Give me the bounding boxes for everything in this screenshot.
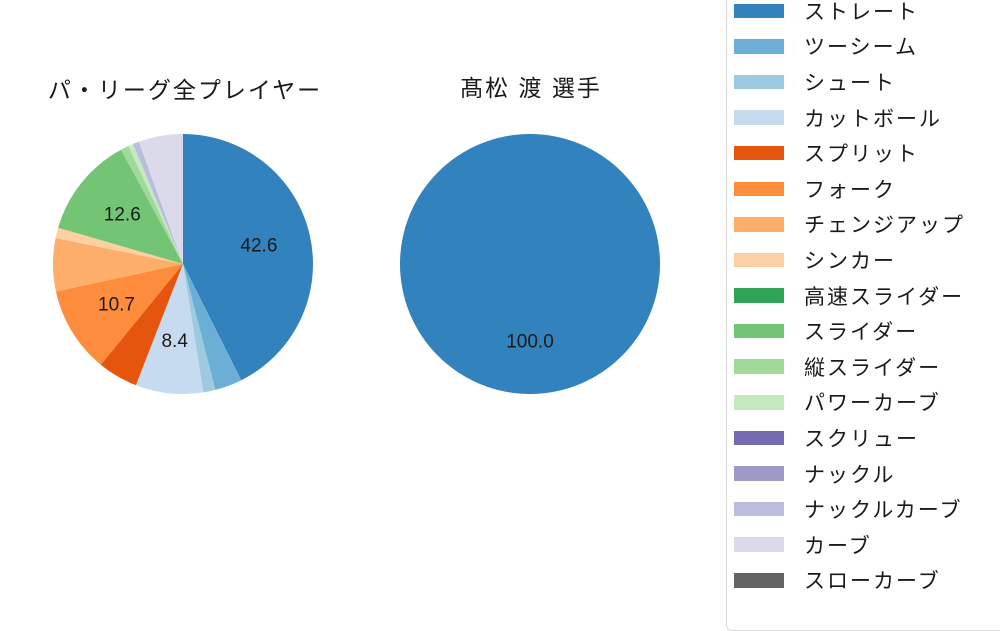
legend-item-label: シンカー: [804, 249, 896, 273]
legend-item-label: スローカーブ: [804, 570, 941, 594]
pie-slice-フォーク: [55, 264, 183, 365]
pie-slice-スプリット: [100, 264, 183, 386]
pie-slice-シュート: [183, 264, 216, 393]
legend-item-label: シュート: [804, 71, 896, 95]
pie-slice-カットボール: [135, 264, 204, 395]
pie-chart-league: 42.6 8.4 10.7 12.6: [53, 134, 314, 395]
legend-item-label: 縦スライダー: [804, 356, 942, 380]
legend-swatch-スクリュー: [734, 430, 784, 446]
pie-slice-縦スライダー: [121, 146, 183, 264]
legend-item-label: カーブ: [804, 534, 872, 558]
pie-value-label-カットボール: 8.4: [161, 331, 188, 352]
pie-slice-ストレート: [183, 134, 314, 381]
pie-slice-ツーシーム: [183, 264, 242, 390]
pie-slice-ストレート: [400, 134, 660, 394]
legend-item-カットボール: カットボール: [727, 100, 1000, 136]
legend-item-label: カットボール: [804, 107, 942, 131]
legend-item-シンカー: シンカー: [727, 242, 1000, 278]
legend-item-label: スプリット: [804, 143, 919, 167]
legend-item-ナックル: ナックル: [727, 456, 1000, 492]
legend-swatch-スライダー: [734, 323, 784, 339]
legend-item-スプリット: スプリット: [727, 135, 1000, 171]
legend-item-label: スライダー: [804, 321, 919, 345]
legend-swatch-パワーカーブ: [734, 395, 784, 410]
pie-slice-シンカー: [55, 227, 184, 264]
legend-item-パワーカーブ: パワーカーブ: [727, 385, 1000, 421]
legend-item-label: スクリュー: [804, 427, 919, 451]
legend-swatch-シンカー: [734, 252, 784, 268]
legend-item-label: ナックル: [804, 463, 896, 487]
legend-item-label: パワーカーブ: [804, 392, 941, 416]
pie-value-label-フォーク: 10.7: [98, 294, 135, 315]
legend-swatch-カーブ: [734, 537, 784, 552]
legend-swatch-フォーク: [734, 181, 784, 197]
legend-swatch-チェンジアップ: [734, 217, 784, 232]
legend-item-スライダー: スライダー: [727, 313, 1000, 349]
pie-slice-スライダー: [58, 149, 183, 264]
legend-swatch-ナックル: [734, 466, 784, 481]
pie-slice-カーブ: [138, 134, 183, 264]
chart-title-player: 髙松 渡 選手: [460, 75, 602, 101]
legend-swatch-カットボール: [734, 110, 784, 125]
legend-swatch-高速スライダー: [734, 288, 784, 303]
pie-value-label-ストレート: 42.6: [240, 236, 277, 257]
legend-swatch-縦スライダー: [734, 359, 784, 374]
legend-swatch-スプリット: [734, 145, 784, 161]
legend: ストレートツーシームシュートカットボール スプリットフォークチェンジアップ シンカー…: [726, 0, 1000, 631]
legend-item-label: フォーク: [804, 178, 896, 202]
legend-swatch-シュート: [734, 74, 784, 90]
legend-item-ツーシーム: ツーシーム: [727, 29, 1000, 65]
legend-item-label: 高速スライダー: [804, 285, 965, 309]
pie-slice-ナックルカーブ: [132, 141, 183, 264]
legend-item-縦スライダー: 縦スライダー: [727, 349, 1000, 385]
legend-item-スクリュー: スクリュー: [727, 420, 1000, 456]
legend-swatch-ナックルカーブ: [734, 501, 784, 517]
chart-title-league: パ・リーグ全プレイヤー: [47, 77, 323, 103]
pie-slice-チェンジアップ: [53, 238, 183, 292]
legend-item-label: ツーシーム: [804, 36, 918, 60]
legend-item-チェンジアップ: チェンジアップ: [727, 207, 1000, 243]
legend-item-label: チェンジアップ: [804, 214, 965, 238]
legend-item-シュート: シュート: [727, 64, 1000, 100]
legend-item-フォーク: フォーク: [727, 171, 1000, 207]
legend-item-スローカーブ: スローカーブ: [727, 563, 1000, 599]
legend-item-label: ナックルカーブ: [804, 499, 963, 523]
legend-item-カーブ: カーブ: [727, 527, 1000, 563]
pie-chart-player: 100.0: [400, 134, 660, 394]
legend-item-ストレート: ストレート: [727, 0, 1000, 29]
pie-value-label-スライダー: 12.6: [104, 205, 141, 226]
legend-item-ナックルカーブ: ナックルカーブ: [727, 491, 1000, 527]
legend-swatch-スローカーブ: [734, 573, 784, 588]
legend-item-高速スライダー: 高速スライダー: [727, 278, 1000, 314]
legend-swatch-ストレート: [734, 3, 784, 19]
legend-swatch-ツーシーム: [734, 39, 784, 54]
pie-slice-パワーカーブ: [128, 144, 183, 264]
legend-item-label: ストレート: [804, 0, 919, 24]
pie-value-label-ストレート: 100.0: [506, 332, 554, 353]
